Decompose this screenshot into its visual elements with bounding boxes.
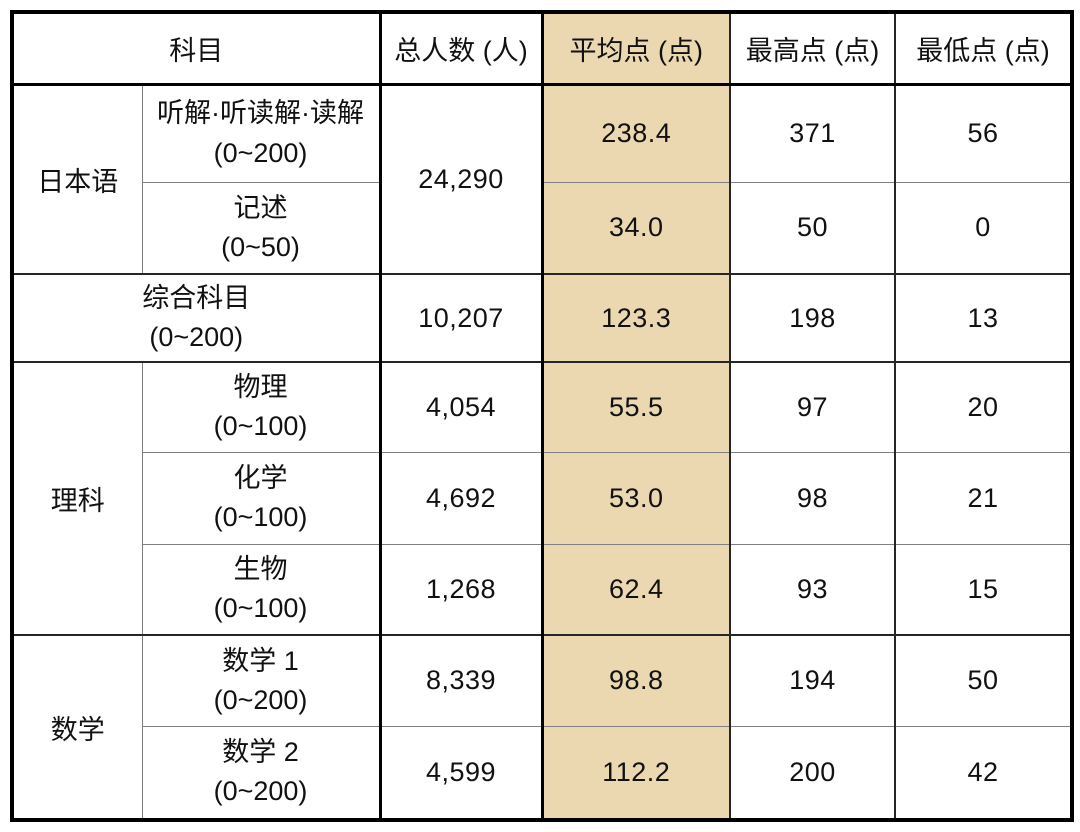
min-chemistry-cell: 21 bbox=[894, 451, 1073, 545]
min-biology-cell: 15 bbox=[894, 543, 1073, 636]
subject-biology-cell: 生物 (0~100) bbox=[141, 543, 382, 636]
max-listening-cell: 371 bbox=[729, 83, 896, 183]
total-comprehensive-cell: 10,207 bbox=[379, 273, 544, 363]
header-max: 最高点 (点) bbox=[729, 11, 896, 86]
row-science-chemistry: 化学 (0~100) 4,692 53.0 98 21 bbox=[12, 451, 1073, 545]
subject-range: (0~200) bbox=[213, 684, 308, 715]
subject-range: (0~200) bbox=[213, 776, 308, 807]
avg-math1-cell: 98.8 bbox=[541, 634, 731, 727]
header-min: 最低点 (点) bbox=[894, 11, 1073, 86]
min-math2-cell: 42 bbox=[894, 725, 1073, 821]
avg-listening-cell: 238.4 bbox=[541, 83, 731, 183]
row-science-biology: 生物 (0~100) 1,268 62.4 93 15 bbox=[12, 543, 1073, 636]
row-comprehensive: 综合科目 (0~200) 10,207 123.3 198 13 bbox=[11, 273, 1073, 363]
subject-comprehensive-cell: 综合科目 (0~200) bbox=[11, 273, 382, 363]
max-writing-cell: 50 bbox=[729, 181, 896, 275]
max-math2-cell: 200 bbox=[729, 725, 896, 821]
total-chemistry-cell: 4,692 bbox=[379, 451, 544, 545]
min-math1-cell: 50 bbox=[894, 634, 1073, 727]
avg-chemistry-cell: 53.0 bbox=[541, 451, 731, 545]
min-comprehensive-cell: 13 bbox=[894, 273, 1073, 363]
total-biology-cell: 1,268 bbox=[379, 543, 544, 636]
subject-listening-cell: 听解·听读解·读解 (0~200) bbox=[141, 83, 382, 183]
max-math1-cell: 194 bbox=[729, 634, 896, 727]
min-listening-cell: 56 bbox=[894, 83, 1073, 183]
row-math-2: 数学 2 (0~200) 4,599 112.2 200 42 bbox=[12, 725, 1073, 821]
subject-name: 物理 bbox=[233, 372, 288, 403]
max-physics-cell: 97 bbox=[729, 361, 896, 453]
subject-range: (0~100) bbox=[213, 502, 308, 532]
avg-biology-cell: 62.4 bbox=[541, 543, 731, 636]
min-physics-cell: 20 bbox=[894, 361, 1073, 453]
max-chemistry-cell: 98 bbox=[729, 451, 896, 545]
avg-physics-cell: 55.5 bbox=[541, 361, 731, 453]
score-statistics-table: 科目 总人数 (人) 平均点 (点) 最高点 (点) 最低点 (点) 日本语 听… bbox=[10, 10, 1074, 822]
header-average: 平均点 (点) bbox=[541, 11, 731, 86]
avg-math2-cell: 112.2 bbox=[541, 725, 731, 821]
total-japanese-cell: 24,290 bbox=[379, 83, 544, 275]
avg-comprehensive-cell: 123.3 bbox=[541, 273, 731, 363]
row-japanese-writing: 记述 (0~50) 34.0 50 0 bbox=[12, 181, 1073, 275]
subject-range: (0~50) bbox=[221, 231, 300, 262]
group-japanese-cell: 日本语 bbox=[11, 83, 143, 275]
subject-name: 记述 bbox=[233, 192, 288, 223]
subject-range: (0~200) bbox=[213, 137, 308, 168]
row-japanese-listening: 日本语 听解·听读解·读解 (0~200) 24,290 238.4 371 5… bbox=[11, 83, 1073, 275]
subject-physics-cell: 物理 (0~100) bbox=[141, 361, 382, 453]
subject-name: 数学 2 bbox=[222, 737, 299, 768]
header-subject: 科目 bbox=[11, 11, 382, 86]
subject-writing-cell: 记述 (0~50) bbox=[141, 181, 382, 275]
total-math2-cell: 4,599 bbox=[379, 725, 544, 821]
subject-name: 生物 bbox=[233, 554, 288, 585]
subject-math2-cell: 数学 2 (0~200) bbox=[141, 725, 382, 821]
row-math-1: 数学 数学 1 (0~200) 8,339 98.8 194 50 bbox=[11, 634, 1073, 821]
header-total: 总人数 (人) bbox=[379, 11, 544, 86]
row-science-physics: 理科 物理 (0~100) 4,054 55.5 97 20 bbox=[11, 361, 1073, 636]
header-row: 科目 总人数 (人) 平均点 (点) 最高点 (点) 最低点 (点) bbox=[11, 11, 1073, 86]
subject-name: 听解·听读解·读解 bbox=[157, 98, 364, 129]
subject-range: (0~100) bbox=[213, 593, 308, 624]
subject-math1-cell: 数学 1 (0~200) bbox=[141, 634, 382, 727]
group-math-cell: 数学 bbox=[11, 634, 143, 821]
max-comprehensive-cell: 198 bbox=[729, 273, 896, 363]
subject-name: 综合科目 bbox=[142, 282, 251, 313]
subject-range: (0~200) bbox=[149, 322, 244, 352]
avg-writing-cell: 34.0 bbox=[541, 181, 731, 275]
total-physics-cell: 4,054 bbox=[379, 361, 544, 453]
subject-name: 数学 1 bbox=[222, 645, 299, 676]
subject-range: (0~100) bbox=[213, 411, 308, 442]
subject-name: 化学 bbox=[233, 462, 288, 493]
total-math1-cell: 8,339 bbox=[379, 634, 544, 727]
max-biology-cell: 93 bbox=[729, 543, 896, 636]
min-writing-cell: 0 bbox=[894, 181, 1073, 275]
subject-chemistry-cell: 化学 (0~100) bbox=[141, 451, 382, 545]
group-science-cell: 理科 bbox=[11, 361, 143, 636]
